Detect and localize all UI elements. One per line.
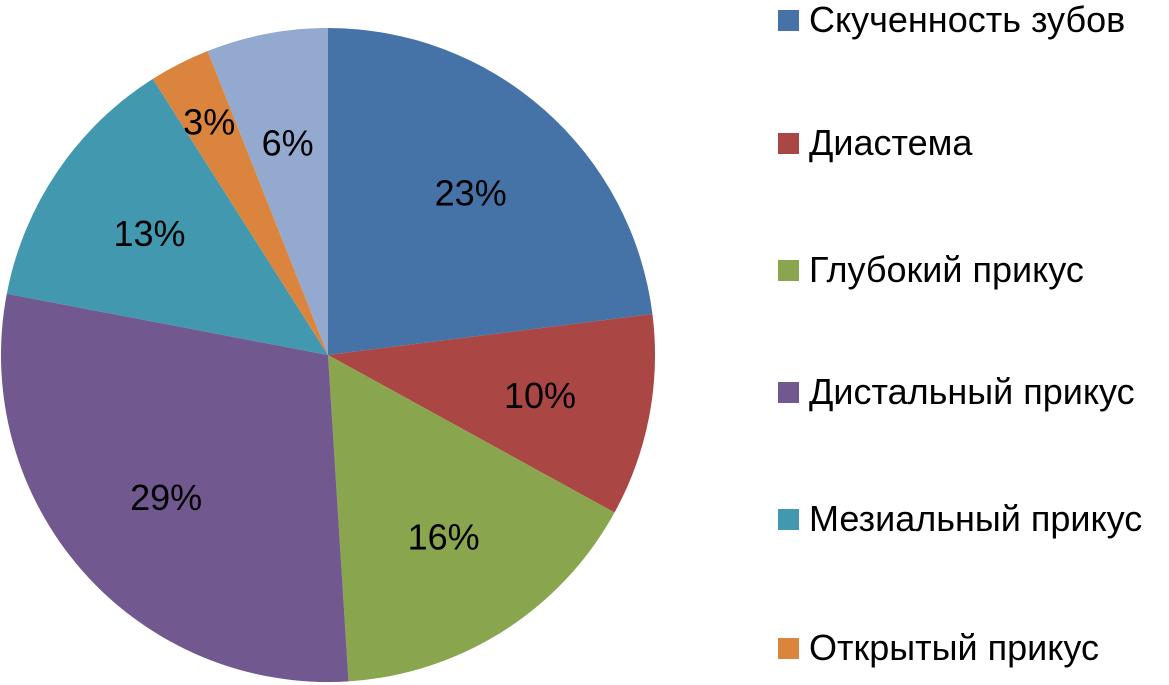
legend-item-0: Скученность зубов [778, 0, 1125, 40]
pie-data-label-0: 23% [435, 173, 507, 214]
pie-data-label-2: 16% [408, 517, 480, 558]
legend-item-3: Дистальный прикус [778, 372, 1135, 412]
legend-label: Диастема [809, 122, 973, 163]
legend-label: Мезиальный прикус [809, 498, 1143, 539]
pie-slices [0, 27, 655, 682]
pie-slice-0 [328, 28, 653, 355]
pie-data-label-1: 10% [504, 375, 576, 416]
legend-label: Глубокий прикус [809, 249, 1084, 290]
pie-slice-6 [207, 27, 328, 355]
legend-label: Открытый прикус [809, 627, 1099, 668]
legend-item-2: Глубокий прикус [778, 250, 1084, 290]
legend-swatch [778, 637, 799, 659]
pie-data-label-4: 13% [113, 213, 185, 254]
legend-item-4: Мезиальный прикус [778, 499, 1142, 539]
legend-swatch [778, 9, 799, 31]
pie-slice-1 [328, 314, 655, 513]
pie-slice-3 [0, 293, 349, 682]
legend-swatch [778, 381, 799, 403]
legend-swatch [778, 259, 799, 281]
pie-slice-2 [328, 355, 615, 682]
pie-slice-4 [6, 78, 328, 356]
pie-slice-5 [152, 50, 328, 356]
pie-data-label-5: 3% [183, 101, 235, 142]
legend-swatch [778, 132, 799, 154]
legend-swatch [778, 508, 799, 530]
legend: Скученность зубов Диастема Глубокий прик… [778, 0, 1169, 685]
pie-data-label-6: 6% [262, 123, 314, 164]
legend-label: Дистальный прикус [809, 371, 1135, 412]
pie-data-label-3: 29% [130, 477, 202, 518]
legend-item-1: Диастема [778, 123, 972, 163]
legend-item-5: Открытый прикус [778, 628, 1099, 668]
pie-data-labels: 23% 10% 16% 29% 13% 3% 6% [113, 101, 576, 557]
legend-label: Скученность зубов [809, 0, 1126, 40]
